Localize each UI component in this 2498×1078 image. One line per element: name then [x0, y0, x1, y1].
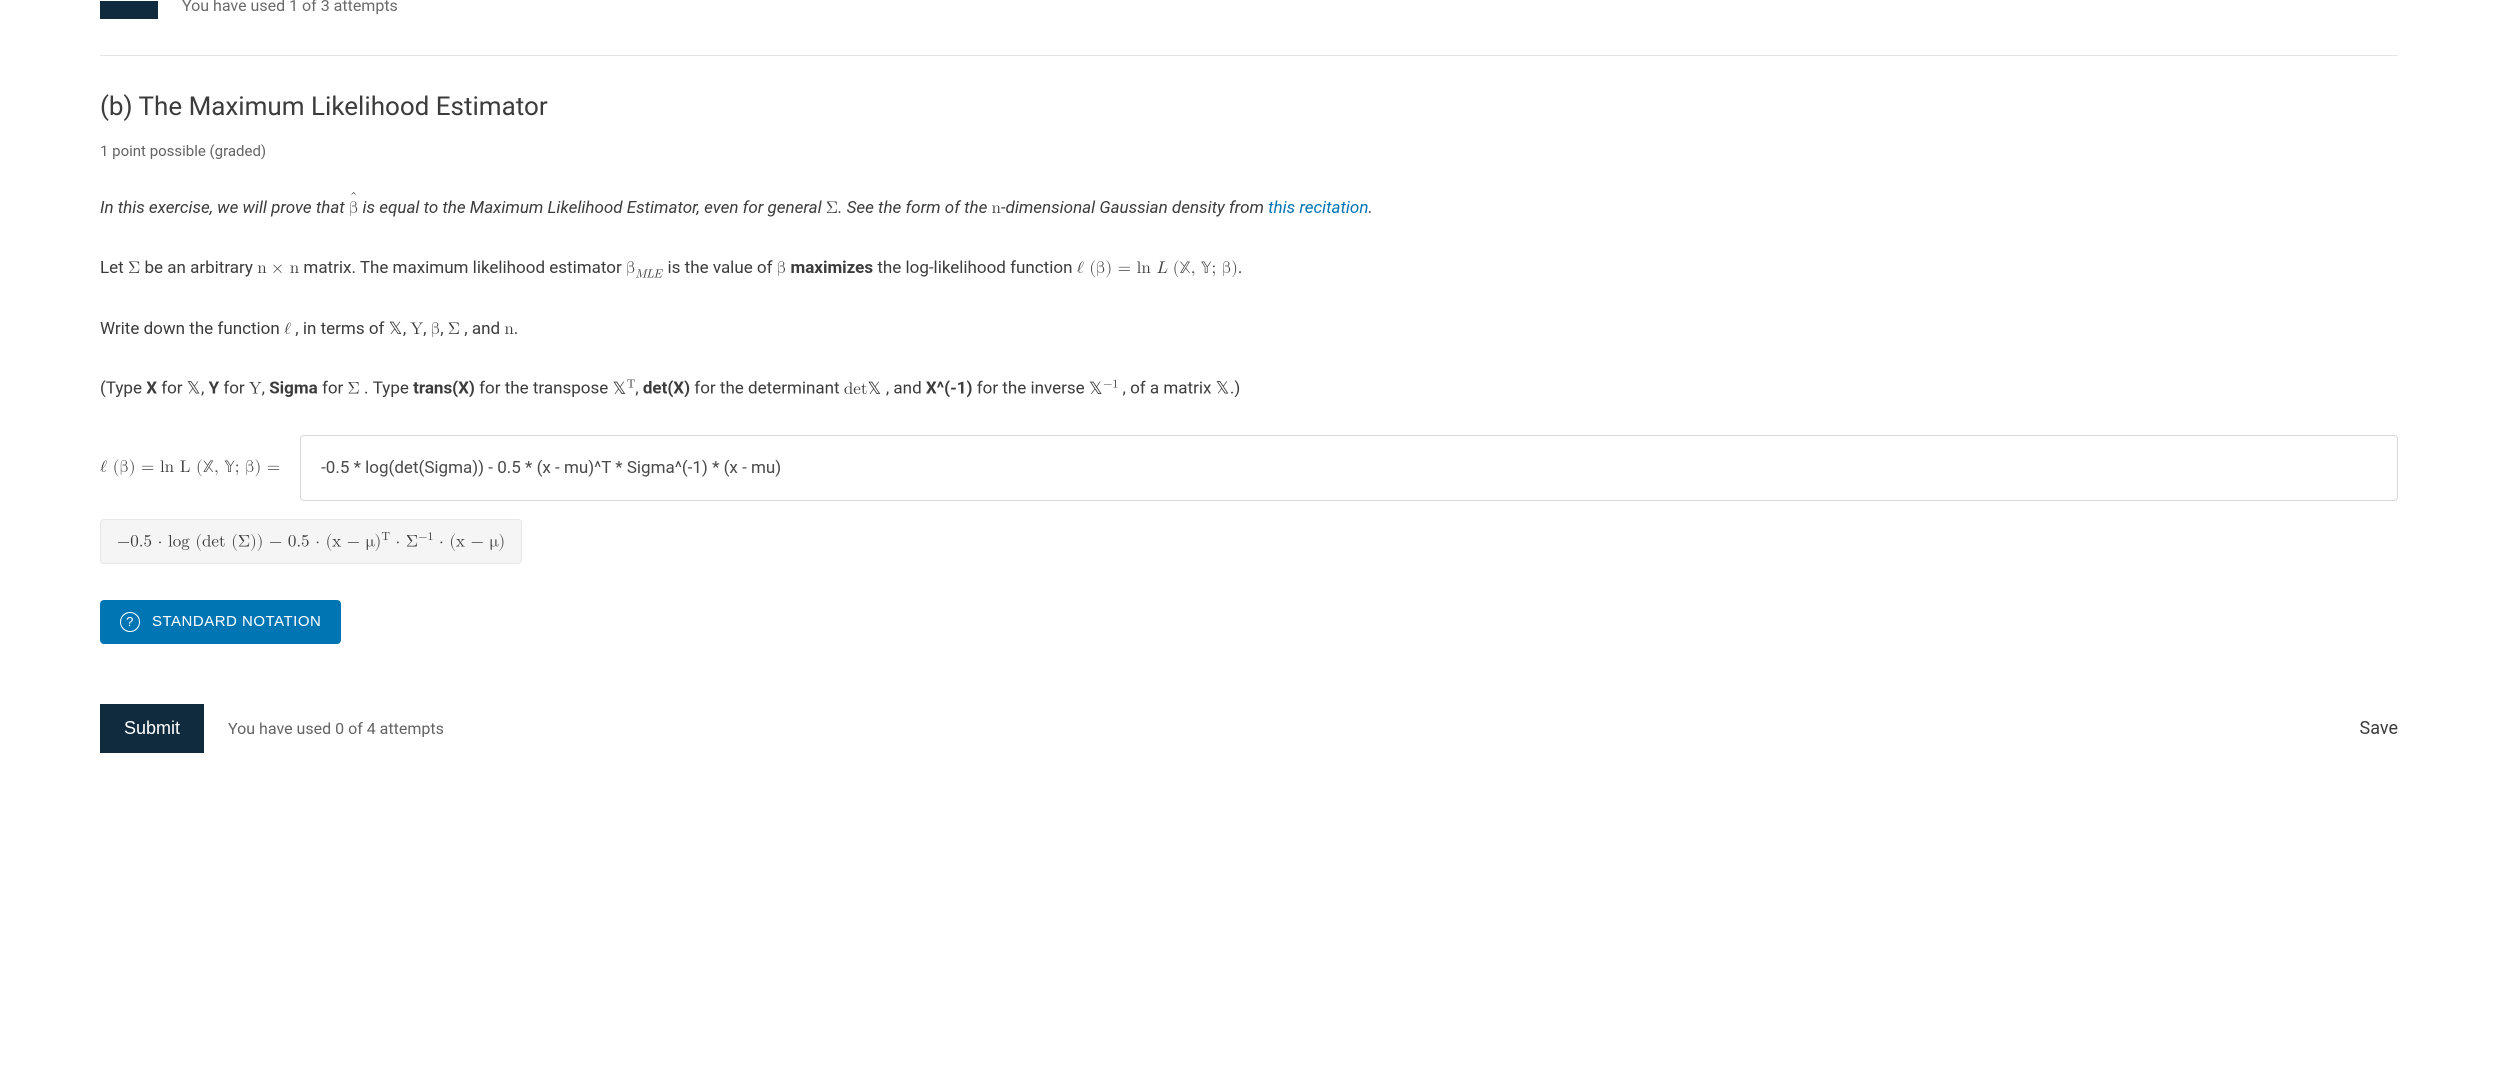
- text: , and: [886, 379, 926, 399]
- text: for the determinant: [694, 379, 844, 399]
- XT: 𝕏T: [613, 381, 636, 398]
- sigma-symbol: Σ: [826, 200, 838, 217]
- beta-mle: βMLE: [626, 260, 668, 277]
- answer-row: ℓ (β) = ln L (𝕏, 𝕐; β) =: [100, 435, 2398, 501]
- answer-label: ℓ (β) = ln L (𝕏, 𝕐; β) =: [100, 458, 280, 478]
- ell-symbol: ℓ: [284, 321, 291, 338]
- sigma-symbol: Σ: [448, 321, 460, 338]
- sigma-symbol: Σ: [128, 260, 140, 277]
- text: , in terms of: [295, 319, 388, 339]
- text: . See the form of the: [838, 198, 991, 218]
- bbX: 𝕏: [1216, 379, 1230, 398]
- definition-paragraph: Let Σ be an arbitrary n × n matrix. The …: [100, 254, 2398, 285]
- text: for: [161, 379, 187, 399]
- help-icon: ?: [120, 612, 140, 632]
- text: the log-likelihood function: [877, 258, 1076, 278]
- bbX: 𝕏: [187, 379, 201, 398]
- text: is the value of: [668, 258, 777, 278]
- text: is equal to the Maximum Likelihood Estim…: [363, 198, 826, 218]
- kw-Xinv: X^(-1): [926, 379, 973, 399]
- text: for: [322, 379, 348, 399]
- typing-hints-paragraph: (Type X for 𝕏, Y for Y, Sigma for Σ . Ty…: [100, 374, 2398, 405]
- text: .): [1230, 379, 1240, 399]
- text: .: [1238, 258, 1242, 278]
- prev-submit-fragment: [100, 1, 158, 19]
- text: , of a matrix: [1123, 379, 1216, 399]
- recitation-link[interactable]: this recitation: [1268, 198, 1368, 218]
- text: . Type: [364, 379, 413, 399]
- beta-symbol: β: [431, 321, 441, 338]
- footer-row: Submit You have used 0 of 4 attempts Sav…: [100, 704, 2398, 753]
- maximizes-bold: maximizes: [790, 258, 873, 278]
- n-symbol: n: [992, 200, 1001, 217]
- times-symbol: ×: [271, 260, 290, 277]
- section-title: (b) The Maximum Likelihood Estimator: [100, 92, 2398, 122]
- beta-symbol: β: [777, 260, 787, 277]
- text: (Type: [100, 379, 146, 399]
- text: be an arbitrary: [144, 258, 257, 278]
- kw-detX: det(X): [643, 379, 690, 399]
- Y-symbol: Y: [249, 381, 262, 398]
- sigma-symbol: Σ: [348, 381, 360, 398]
- answer-input[interactable]: [300, 435, 2398, 501]
- detX: det𝕏: [844, 381, 882, 398]
- submit-button[interactable]: Submit: [100, 704, 204, 753]
- bbX: 𝕏: [389, 319, 403, 338]
- points-possible: 1 point possible (graded): [100, 142, 2398, 160]
- Xinv: 𝕏−1: [1089, 381, 1118, 398]
- text: -dimensional Gaussian density from: [1001, 198, 1268, 218]
- n-symbol: n: [504, 321, 513, 338]
- top-strip: You have used 1 of 3 attempts: [100, 0, 2398, 56]
- standard-notation-button[interactable]: ? STANDARD NOTATION: [100, 600, 341, 644]
- attempts-text: You have used 0 of 4 attempts: [228, 719, 2335, 738]
- n-symbol: n: [257, 260, 266, 277]
- text: Let: [100, 258, 128, 278]
- kw-Y: Y: [209, 379, 220, 399]
- text: for the inverse: [977, 379, 1089, 399]
- standard-notation-label: STANDARD NOTATION: [152, 613, 321, 630]
- text: .: [1368, 198, 1372, 218]
- prev-attempts-text: You have used 1 of 3 attempts: [182, 0, 398, 15]
- text: .: [514, 319, 518, 339]
- instruction-paragraph: Write down the function ℓ , in terms of …: [100, 315, 2398, 345]
- text: matrix. The maximum likelihood estimator: [303, 258, 626, 278]
- beta-hat: ˆβ: [349, 195, 359, 224]
- Y-symbol: Y: [410, 321, 423, 338]
- save-button[interactable]: Save: [2360, 718, 2399, 739]
- kw-X: X: [146, 379, 157, 399]
- text: for: [223, 379, 249, 399]
- n-symbol: n: [290, 260, 299, 277]
- text: In this exercise, we will prove that: [100, 198, 349, 218]
- ell-function: ℓ (β) = ln L (𝕏, 𝕐; β): [1077, 260, 1238, 277]
- text: for the transpose: [479, 379, 612, 399]
- kw-transX: trans(X): [413, 379, 475, 399]
- kw-Sigma: Sigma: [269, 379, 318, 399]
- text: Write down the function: [100, 319, 284, 339]
- text: , and: [464, 319, 504, 339]
- intro-paragraph: In this exercise, we will prove that ˆβ …: [100, 194, 2398, 224]
- answer-preview: −0.5 · log (det (Σ)) − 0.5 · (x − μ)T · …: [100, 519, 522, 564]
